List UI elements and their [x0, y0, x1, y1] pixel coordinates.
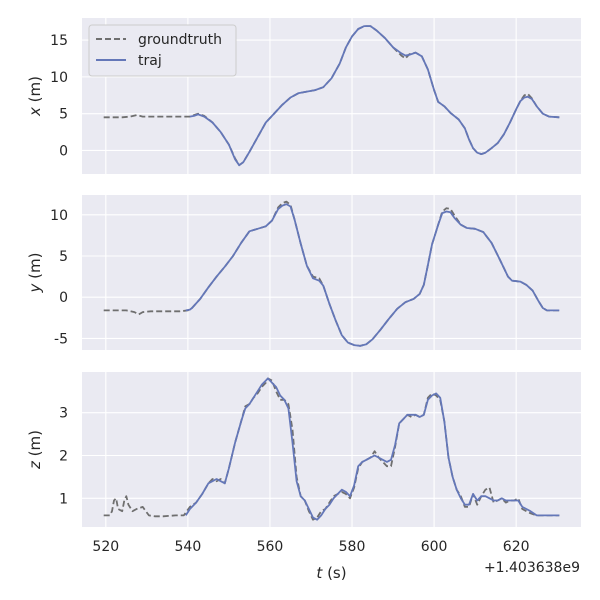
z-position-subplot: 1 2 3 z (m) 520 540 560 580 600 620 t (s): [26, 372, 581, 582]
y-tick-label: 0: [59, 143, 68, 159]
series-line-traj: [189, 25, 560, 167]
x-axis-offset-label: +1.403638e9: [484, 560, 580, 576]
y-tick-label: 0: [59, 290, 68, 306]
plot-area: [82, 195, 581, 350]
legend-label-groundtruth: groundtruth: [138, 32, 222, 48]
y-tick-label: 5: [59, 107, 68, 123]
x-tick-label: 540: [175, 539, 202, 555]
y-tick-label: 10: [50, 70, 68, 86]
y-axis-label: y (m): [26, 253, 44, 294]
y-tick-label: 3: [59, 406, 68, 422]
y-axis-label: x (m): [26, 76, 44, 117]
x-tick-label: 520: [92, 539, 119, 555]
y-position-subplot: -5 0 5 10 y (m): [26, 195, 581, 350]
x-axis-label: t (s): [316, 564, 346, 582]
y-tick-label: -5: [54, 331, 68, 347]
plot-area: [82, 372, 581, 527]
y-tick-label: 5: [59, 249, 68, 265]
series-line-traj: [185, 203, 560, 347]
y-axis-label: z (m): [26, 430, 44, 470]
legend: groundtruth traj: [88, 24, 237, 77]
y-tick-label: 15: [50, 33, 68, 49]
x-tick-label: 620: [503, 539, 530, 555]
y-tick-label: 10: [50, 208, 68, 224]
y-tick-label: 2: [59, 448, 68, 464]
y-tick-label: 1: [59, 491, 68, 507]
x-tick-label: 560: [257, 539, 284, 555]
series-line-traj: [185, 377, 560, 521]
legend-label-traj: traj: [138, 53, 162, 69]
x-tick-label: 580: [339, 539, 366, 555]
x-tick-label: 600: [421, 539, 448, 555]
legend-frame: [88, 24, 237, 77]
